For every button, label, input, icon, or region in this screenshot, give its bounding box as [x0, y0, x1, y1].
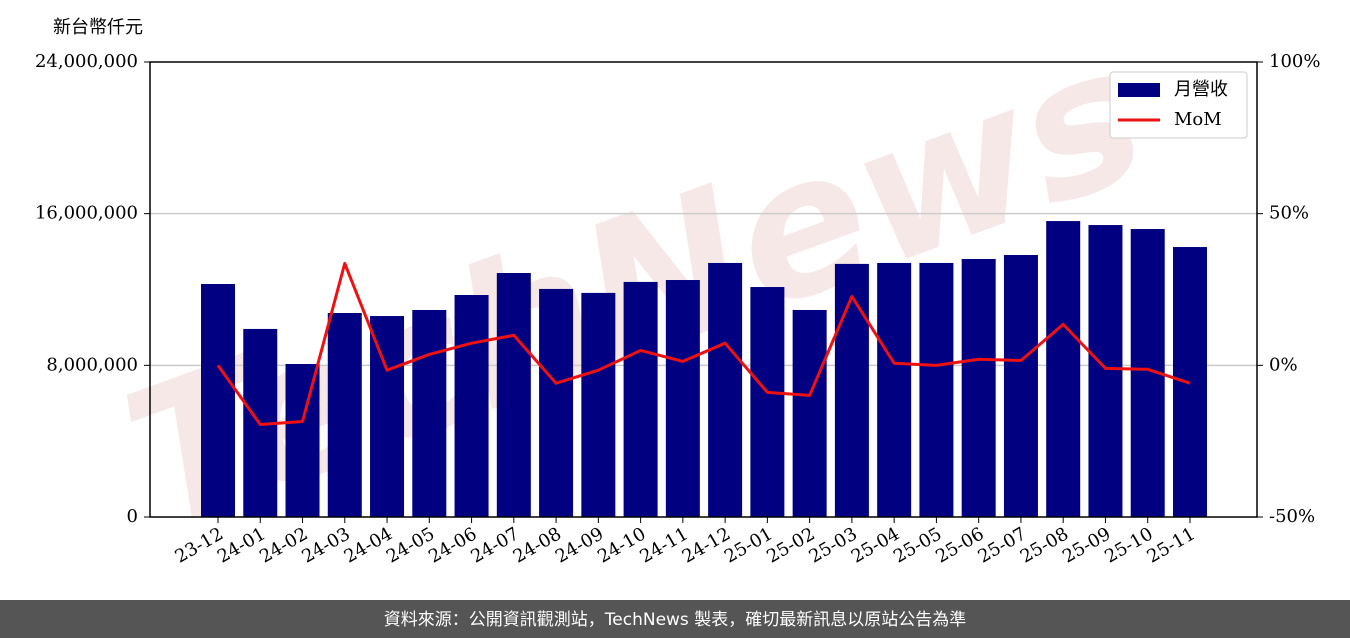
line	[216, 261, 1191, 426]
y-tick-label: 16,000,000	[35, 203, 138, 224]
y-axis-label: 新台幣仟元	[53, 17, 143, 38]
bar	[877, 262, 912, 517]
footer-bar	[0, 600, 1350, 638]
bar	[496, 273, 531, 517]
y2-tick-label: -50%	[1269, 506, 1315, 527]
bar	[370, 316, 405, 517]
bar	[454, 294, 489, 517]
y2-tick-label: 100%	[1269, 51, 1320, 72]
y-tick-label: 24,000,000	[35, 51, 138, 72]
legend-label: MoM	[1174, 109, 1222, 130]
bar	[919, 262, 954, 517]
bar	[539, 288, 574, 517]
bar	[327, 313, 362, 517]
y2-tick-label: 0%	[1269, 354, 1298, 375]
bar	[665, 280, 700, 517]
bar	[1003, 254, 1038, 517]
bar	[792, 309, 827, 517]
bar	[201, 284, 235, 517]
bar	[750, 287, 785, 517]
bar	[285, 364, 320, 517]
bar	[581, 292, 616, 517]
bar	[1088, 225, 1123, 517]
bar	[412, 309, 447, 517]
y2-tick-label: 50%	[1269, 203, 1309, 224]
bar	[708, 262, 743, 517]
bar	[961, 258, 996, 517]
x-tick-label: 25-11	[1144, 523, 1199, 567]
legend-swatch	[1118, 83, 1160, 97]
footer: 資料來源：公開資訊觀測站，TechNews 製表，確切最新訊息以原站公告為準	[384, 610, 966, 630]
plot: TechNews08,000,00016,000,00024,000,000-5…	[35, 3, 1321, 573]
bar	[834, 263, 869, 517]
plot-frame	[149, 61, 1258, 518]
legend-label: 月營收	[1174, 79, 1228, 100]
y-tick-label: 8,000,000	[46, 354, 138, 375]
y-tick-label: 0	[127, 506, 138, 527]
bar	[623, 281, 658, 517]
bar	[1046, 221, 1081, 517]
